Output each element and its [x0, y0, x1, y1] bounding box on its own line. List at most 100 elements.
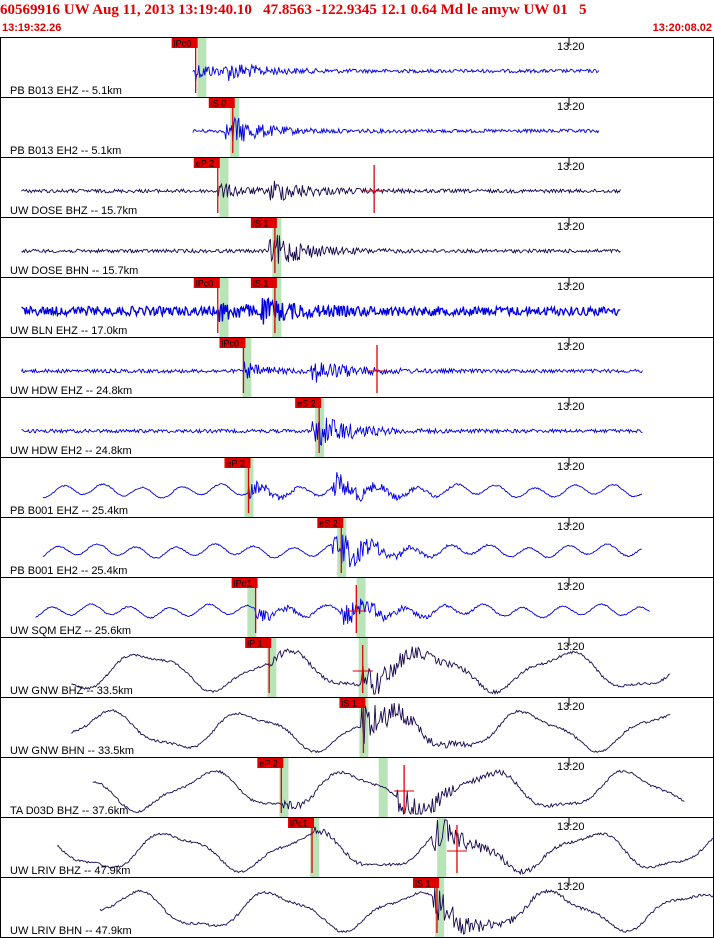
event-header: 60569916 UW Aug 11, 2013 13:19:40.10 47.… [0, 0, 714, 36]
pick-label[interactable]: eS 2 [297, 399, 316, 409]
pick-label[interactable]: iPc0 [174, 39, 192, 49]
trace-panel[interactable]: 13:20 iPc0 UW HDW EHZ -- 24.8km [0, 337, 714, 398]
pick-label[interactable]: eS 2 [319, 519, 338, 529]
pick-label[interactable]: eP 2 [226, 459, 244, 469]
pick-label[interactable]: iS 1 [415, 879, 431, 889]
pick-window-band [435, 878, 445, 937]
time-tick-label: 13:20 [557, 881, 585, 893]
station-label: UW BLN EHZ -- 17.0km [10, 325, 127, 337]
time-tick-label: 13:20 [557, 41, 585, 53]
pick-label-box [250, 218, 277, 228]
station-label: PB B001 EHZ -- 25.4km [10, 505, 128, 517]
time-tick-label: 13:20 [557, 341, 585, 353]
station-label: PB B001 EH2 -- 25.4km [10, 565, 127, 577]
time-tick-label: 13:20 [557, 101, 585, 113]
pick-label-box [208, 98, 235, 108]
pick-label-box [219, 338, 246, 348]
waveform-trace [42, 534, 642, 568]
pick-label[interactable]: iS 1 [341, 699, 357, 709]
trace-panel[interactable]: 13:20 iS 1 UW DOSE BHN -- 15.7km [0, 217, 714, 278]
pick-label-box [245, 638, 272, 648]
pick-label-box [288, 818, 315, 828]
station-label: UW LRIV BHN -- 47.9km [10, 925, 132, 937]
trace-panel[interactable]: 13:20 eS 2 PB B001 EH2 -- 25.4km [0, 517, 714, 578]
pick-window-band [242, 338, 252, 397]
window-end-time: 13:20:08.02 [652, 22, 712, 34]
pick-label-box [193, 278, 220, 288]
trace-panel[interactable]: 13:20 eP 2 UW DOSE BHZ -- 15.7km [0, 157, 714, 218]
waveform-trace [71, 646, 671, 695]
trace-panel[interactable]: 13:20 eP 2 TA D03D BHZ -- 37.6km [0, 757, 714, 818]
pick-window-band [272, 218, 282, 277]
waveform-trace [21, 180, 621, 201]
waveform-trace [21, 417, 643, 446]
pick-window-band [437, 818, 447, 877]
pick-label[interactable]: eP 2 [259, 759, 277, 769]
trace-panel[interactable]: 13:20 eS 2 UW HDW EH2 -- 24.8km [0, 397, 714, 458]
window-start-time: 13:19:32.26 [2, 22, 62, 34]
waveform-trace [56, 819, 714, 876]
pick-window-band [197, 38, 207, 97]
trace-panel[interactable]: 13:20 iPd1 UW SQM EHZ -- 25.6km [0, 577, 714, 638]
pick-label-box [193, 158, 220, 168]
station-label: UW SQM EHZ -- 25.6km [10, 625, 131, 637]
pick-window-band [310, 818, 320, 877]
pick-label-box [412, 878, 439, 888]
waveform-trace [21, 234, 621, 264]
pick-label[interactable]: iS 1 [253, 279, 269, 289]
pick-window-band [219, 158, 229, 217]
time-tick-label: 13:20 [557, 521, 585, 533]
time-tick-label: 13:20 [557, 761, 585, 773]
trace-panel[interactable]: 13:20 iP 1 UW GNW BHZ -- 33.5km [0, 637, 714, 698]
pick-label[interactable]: iPd1 [234, 579, 252, 589]
waveform-trace [35, 598, 650, 625]
pick-label[interactable]: iS 0 [211, 99, 227, 109]
pick-label[interactable]: iPc0 [221, 339, 239, 349]
pick-label[interactable]: eP 2 [196, 159, 214, 169]
trace-panel[interactable]: 13:20 iS 1 UW LRIV BHN -- 47.9km [0, 877, 714, 938]
pick-window-band [356, 578, 366, 637]
station-label: UW DOSE BHZ -- 15.7km [10, 205, 137, 217]
pick-label-box [339, 698, 366, 708]
station-label: UW DOSE BHN -- 15.7km [10, 265, 138, 277]
time-tick-label: 13:20 [557, 701, 585, 713]
time-tick-label: 13:20 [557, 281, 585, 293]
pick-window-band [230, 98, 240, 157]
station-label: PB B013 EHZ -- 5.1km [10, 85, 122, 97]
station-label: TA D03D BHZ -- 37.6km [10, 805, 128, 817]
time-tick-label: 13:20 [557, 821, 585, 833]
trace-panel[interactable]: 13:20 iPc0 iS 1 UW BLN EHZ -- 17.0km [0, 277, 714, 338]
pick-label[interactable]: iS 1 [253, 219, 269, 229]
time-tick-label: 13:20 [557, 161, 585, 173]
waveform-trace [99, 887, 714, 935]
time-tick-label: 13:20 [557, 401, 585, 413]
waveform-trace [20, 361, 643, 383]
pick-label[interactable]: iPc0 [196, 279, 214, 289]
event-title: 60569916 UW Aug 11, 2013 13:19:40.10 47.… [0, 2, 587, 18]
pick-window-band [279, 758, 289, 817]
trace-panel[interactable]: 13:20 iPc0 PB B013 EHZ -- 5.1km [0, 37, 714, 98]
pick-label[interactable]: iP 1 [247, 639, 262, 649]
waveform-trace [42, 472, 643, 503]
waveform-trace [92, 769, 685, 815]
station-label: UW HDW EH2 -- 24.8km [10, 445, 132, 457]
trace-panel[interactable]: 13:20 iS 1 UW GNW BHN -- 33.5km [0, 697, 714, 758]
pick-label-box [257, 758, 284, 768]
pick-label-box [295, 398, 322, 408]
time-tick-label: 13:20 [557, 461, 585, 473]
station-label: UW GNW BHN -- 33.5km [10, 745, 134, 757]
pick-label[interactable]: iPc1 [290, 819, 308, 829]
time-tick-label: 13:20 [557, 221, 585, 233]
pick-label-box [224, 458, 251, 468]
pick-label-box [231, 578, 258, 588]
waveform-trace [192, 116, 600, 142]
pick-label-box [171, 38, 198, 48]
trace-panel[interactable]: 13:20 iPc1 UW LRIV BHZ -- 47.9km [0, 817, 714, 878]
trace-panel[interactable]: 13:20 eP 2 PB B001 EHZ -- 25.4km [0, 457, 714, 518]
station-label: UW HDW EHZ -- 24.8km [10, 385, 132, 397]
pick-label-box [317, 518, 344, 528]
seismogram-plot[interactable]: 13:20 iPc0 PB B013 EHZ -- 5.1km 13:20 iS 0 PB… [0, 37, 714, 938]
time-tick-label: 13:20 [557, 641, 585, 653]
trace-panel[interactable]: 13:20 iS 0 PB B013 EH2 -- 5.1km [0, 97, 714, 158]
pick-label-box [250, 278, 277, 288]
